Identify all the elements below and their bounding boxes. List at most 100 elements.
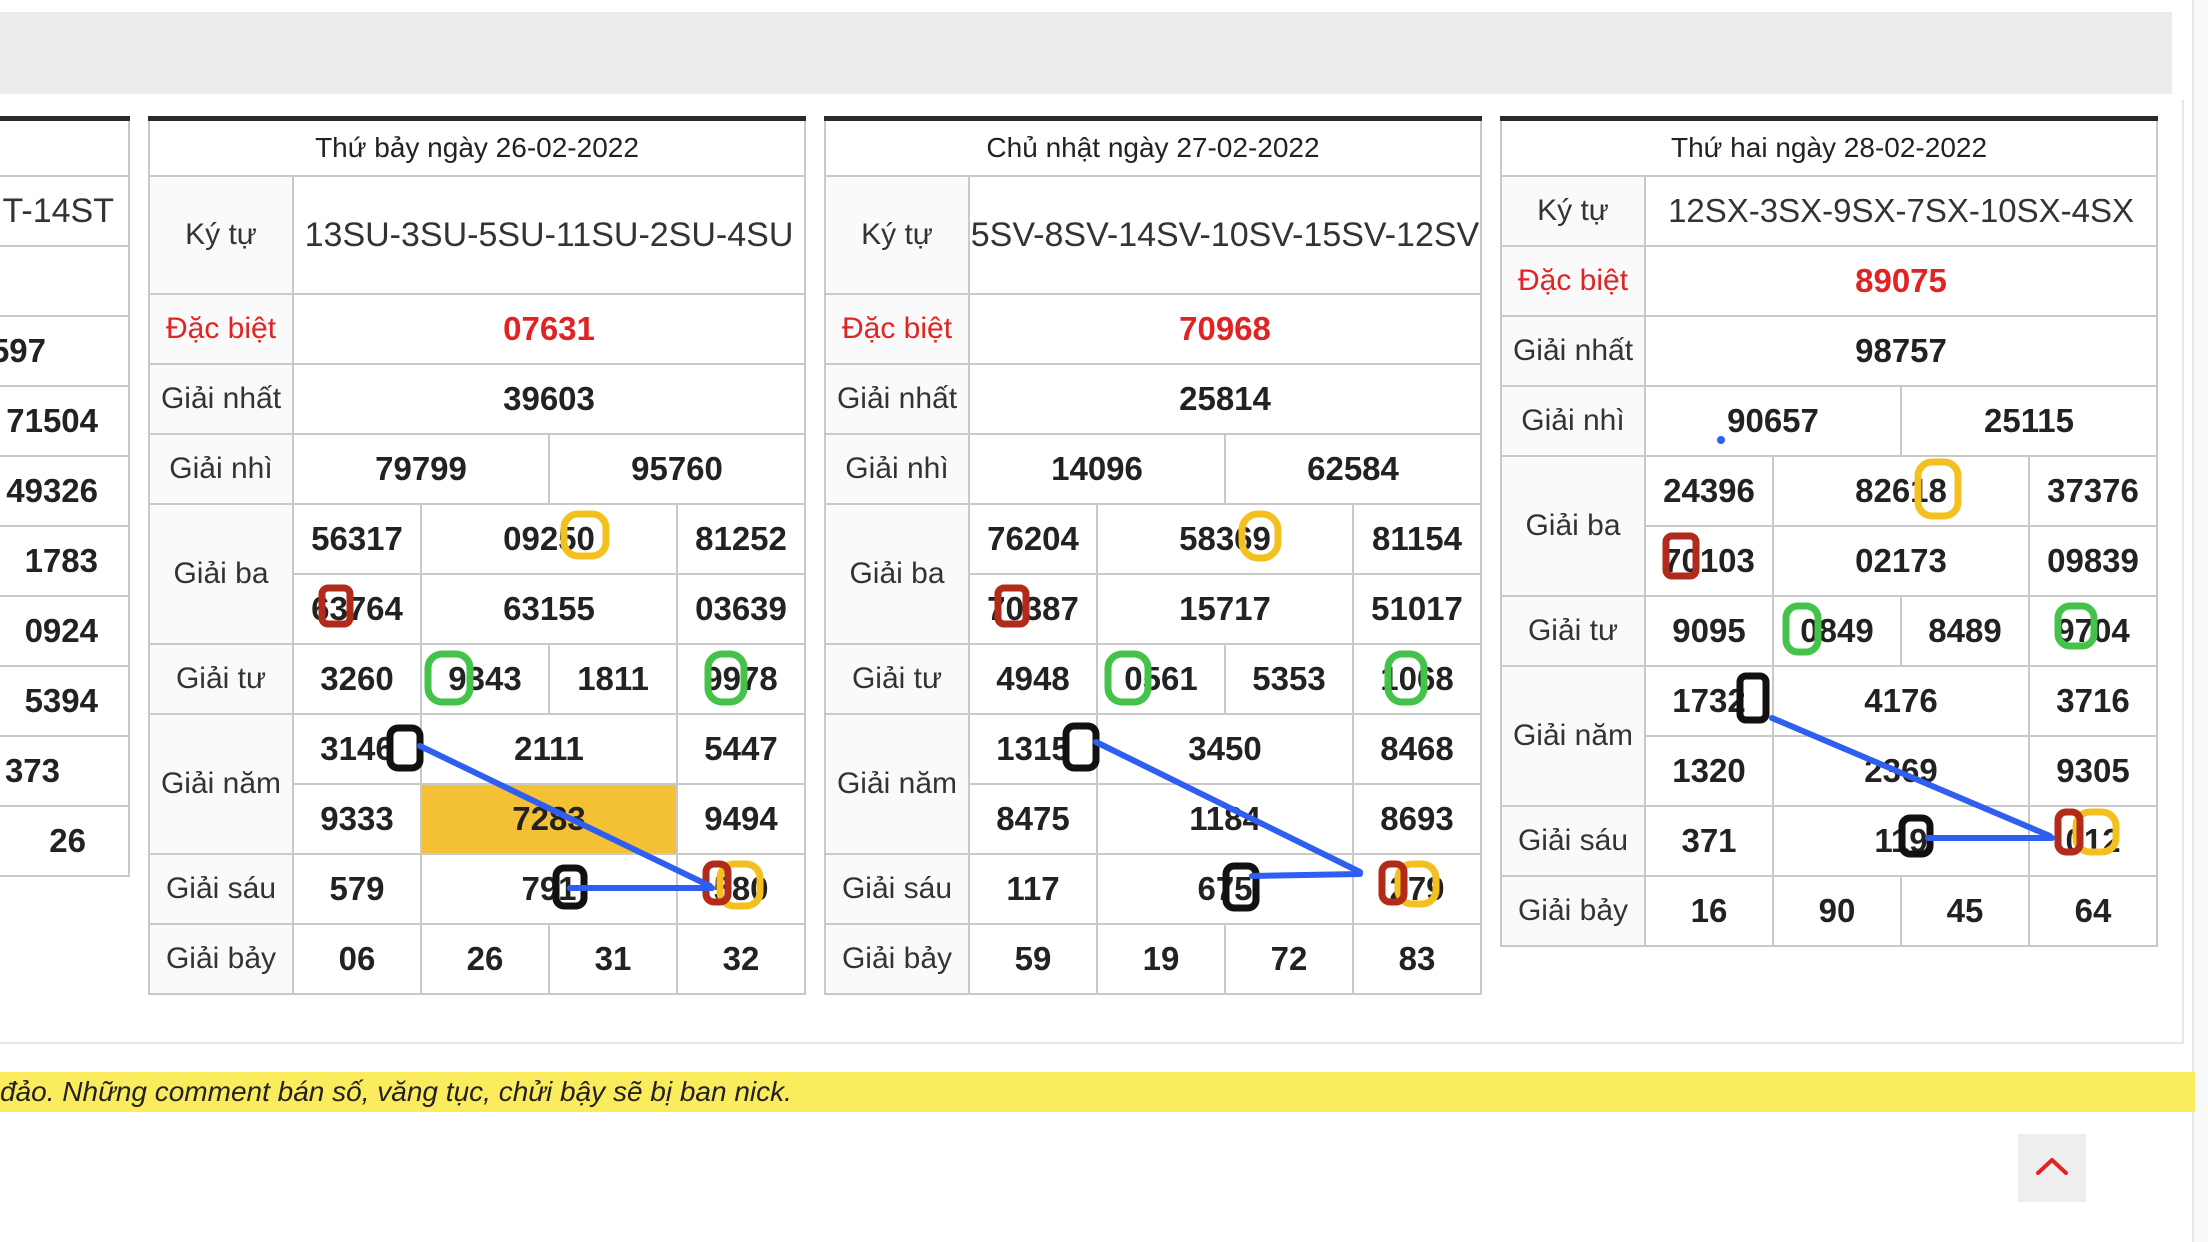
- giai-nam-value: 2111: [420, 713, 678, 785]
- notice-text: đảo. Những comment bán số, văng tục, chử…: [0, 1076, 792, 1107]
- giai-nam-value: 1184: [1096, 783, 1354, 855]
- label-giai-sau: Giải sáu: [824, 853, 970, 925]
- label-giai-nam: Giải năm: [148, 713, 294, 855]
- giai-tu-value: 1068: [1352, 643, 1482, 715]
- partial-value: 1783: [0, 525, 130, 597]
- label-giai-nhat: Giải nhất: [1500, 315, 1646, 387]
- back-to-top-button[interactable]: [2018, 1134, 2086, 1202]
- giai-nam-value: 8468: [1352, 713, 1482, 785]
- giai-bay-value: 64: [2027, 875, 2159, 947]
- partial-empty-cell: [0, 245, 130, 317]
- partial-value: 71504: [0, 385, 130, 457]
- giai-nam-value: 3716: [2027, 665, 2159, 737]
- giai-tu-value: 3260: [292, 643, 422, 715]
- giai-sau-value: 580: [676, 853, 806, 925]
- giai-ba-value: 51017: [1352, 573, 1482, 645]
- giai-ba-value: 63155: [420, 573, 678, 645]
- giai-bay-value: 45: [1900, 875, 2030, 947]
- giai-nhat-value: 25814: [968, 363, 1482, 435]
- giai-ba-value: 70387: [968, 573, 1098, 645]
- dac-biet-value: 07631: [292, 293, 806, 365]
- giai-bay-value: 72: [1224, 923, 1354, 995]
- label-ky-tu: Ký tự: [148, 175, 294, 295]
- giai-nam-value: 1732: [1644, 665, 1774, 737]
- giai-nam-value: 5447: [676, 713, 806, 785]
- giai-ba-value: 81252: [676, 503, 806, 575]
- giai-tu-value: 4948: [968, 643, 1098, 715]
- giai-nhat-value: 39603: [292, 363, 806, 435]
- partial-value: 0924: [0, 595, 130, 667]
- label-giai-sau: Giải sáu: [1500, 805, 1646, 877]
- giai-bay-value: 32: [676, 923, 806, 995]
- giai-nam-value: 3450: [1096, 713, 1354, 785]
- partial-value: 49326: [0, 455, 130, 527]
- label-giai-ba: Giải ba: [1500, 455, 1646, 597]
- chevron-up-icon: [2034, 1155, 2070, 1182]
- giai-ba-value: 09250: [420, 503, 678, 575]
- giai-nam-value: 9333: [292, 783, 422, 855]
- giai-nam-value: 1315: [968, 713, 1098, 785]
- giai-nam-value: 8475: [968, 783, 1098, 855]
- giai-ba-value: 76204: [968, 503, 1098, 575]
- giai-tu-value: 1811: [548, 643, 678, 715]
- giai-nhi-value: 62584: [1224, 433, 1482, 505]
- giai-bay-value: 31: [548, 923, 678, 995]
- giai-nam-value: 9305: [2027, 735, 2159, 807]
- giai-sau-value: 119: [1772, 805, 2030, 877]
- notice-bar: đảo. Những comment bán số, văng tục, chử…: [0, 1072, 2195, 1112]
- content-panel: [0, 100, 2184, 1044]
- label-giai-bay: Giải bảy: [824, 923, 970, 995]
- giai-sau-value: 117: [968, 853, 1098, 925]
- giai-ba-value: 15717: [1096, 573, 1354, 645]
- giai-tu-value: 0849: [1772, 595, 1902, 667]
- day-title: Chủ nhật ngày 27-02-2022: [824, 116, 1482, 177]
- giai-bay-value: 90: [1772, 875, 1902, 947]
- label-giai-nam: Giải năm: [824, 713, 970, 855]
- giai-nam-value: 4176: [1772, 665, 2030, 737]
- giai-tu-value: 5353: [1224, 643, 1354, 715]
- giai-ba-value: 63764: [292, 573, 422, 645]
- label-giai-nhat: Giải nhất: [148, 363, 294, 435]
- results-table-day-1: Thứ bảy ngày 26-02-2022 Ký tự 13SU-3SU-5S…: [148, 116, 806, 995]
- label-giai-tu: Giải tư: [1500, 595, 1646, 667]
- label-dac-biet: Đặc biệt: [824, 293, 970, 365]
- label-giai-nhi: Giải nhì: [148, 433, 294, 505]
- header-bar: [0, 12, 2172, 94]
- giai-nam-value: 3146: [292, 713, 422, 785]
- giai-bay-value: 83: [1352, 923, 1482, 995]
- giai-nam-value: 2369: [1772, 735, 2030, 807]
- giai-nam-value: 1320: [1644, 735, 1774, 807]
- giai-tu-value: 8489: [1900, 595, 2030, 667]
- label-giai-sau: Giải sáu: [148, 853, 294, 925]
- giai-nhat-value: 98757: [1643, 315, 2159, 387]
- giai-sau-value: 371: [1644, 805, 1774, 877]
- giai-ba-value: 03639: [676, 573, 806, 645]
- day-title: Thứ hai ngày 28-02-2022: [1499, 116, 2159, 177]
- giai-nhi-value: 25115: [1899, 385, 2159, 457]
- results-table-day-3: Thứ hai ngày 28-02-2022 Ký tự 12SX-3SX-9S…: [1499, 116, 2159, 947]
- giai-ba-value: 56317: [292, 503, 422, 575]
- giai-sau-value: 675: [1096, 853, 1354, 925]
- giai-ba-value: 82618: [1772, 455, 2030, 527]
- day-title: Thứ bảy ngày 26-02-2022: [148, 116, 806, 177]
- partial-value: 373: [0, 735, 130, 807]
- top-strip: [0, 0, 2208, 10]
- giai-tu-value: 9343: [420, 643, 550, 715]
- giai-bay-value: 59: [968, 923, 1098, 995]
- giai-tu-value: 9704: [2027, 595, 2159, 667]
- giai-nhi-value: 90657: [1644, 385, 1902, 457]
- giai-sau-value: 791: [420, 853, 678, 925]
- giai-sau-value: 279: [1352, 853, 1482, 925]
- label-giai-bay: Giải bảy: [1500, 875, 1646, 947]
- giai-sau-value: 012: [2027, 805, 2159, 877]
- scrollbar[interactable]: [2192, 0, 2208, 1242]
- label-giai-nhi: Giải nhì: [1500, 385, 1646, 457]
- giai-tu-value: 0561: [1096, 643, 1226, 715]
- giai-ba-value: 37376: [2027, 455, 2159, 527]
- giai-sau-value: 579: [292, 853, 422, 925]
- label-ky-tu: Ký tự: [1500, 175, 1646, 247]
- giai-nhi-value: 95760: [548, 433, 806, 505]
- label-dac-biet: Đặc biệt: [1500, 245, 1646, 317]
- giai-ba-value: 09839: [2027, 525, 2159, 597]
- giai-bay-value: 26: [420, 923, 550, 995]
